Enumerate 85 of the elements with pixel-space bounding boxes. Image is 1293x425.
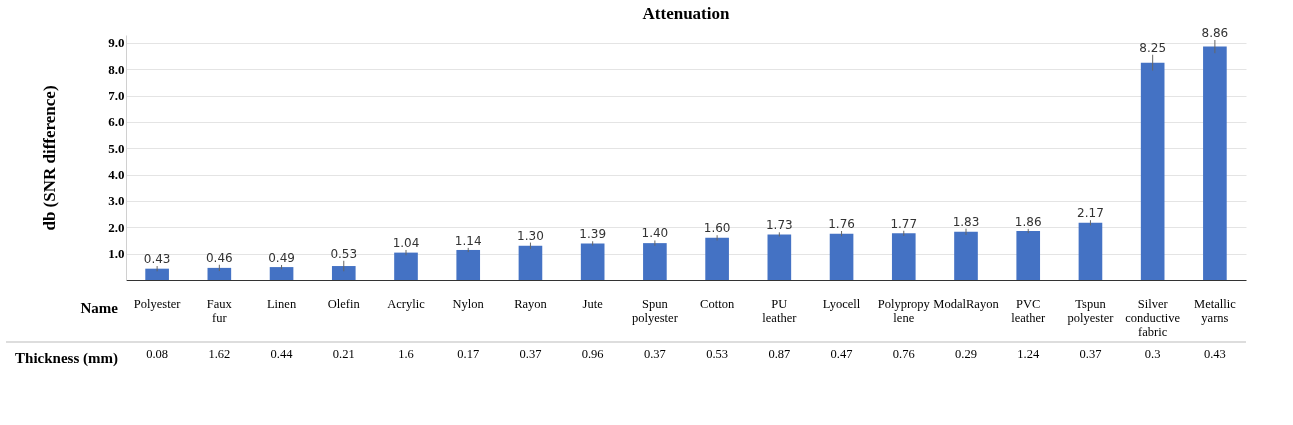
- text: 0.37: [519, 347, 542, 361]
- data-label: 1.86: [1014, 214, 1042, 229]
- y-tick-label: 6.0: [108, 114, 125, 130]
- text: 0.96: [581, 347, 604, 361]
- text: 0.87: [768, 347, 791, 361]
- y-tick-label: 1.0: [108, 246, 125, 262]
- text: 0.29: [955, 347, 977, 361]
- text: 0.21: [332, 347, 355, 361]
- text: 0.44: [270, 347, 294, 361]
- data-label: 1.73: [765, 218, 793, 233]
- bar: [767, 234, 792, 280]
- text: 1.24: [1017, 347, 1040, 361]
- bar: [1016, 231, 1041, 280]
- bar: [1078, 222, 1103, 280]
- text: 1.6: [398, 347, 414, 361]
- data-label: 0.49: [268, 250, 295, 265]
- data-label: 2.17: [1077, 206, 1104, 221]
- x-tick-label: Jute: [582, 297, 604, 311]
- bar: [518, 245, 543, 280]
- y-tick-label: 7.0: [108, 88, 125, 104]
- data-label: 1.04: [392, 235, 420, 250]
- y-tick-label: 2.0: [108, 219, 125, 235]
- y-tick-label: 9.0: [108, 35, 125, 51]
- x-tick-label: Rayon: [514, 297, 548, 311]
- data-label: 1.77: [890, 216, 918, 231]
- y-tick-label: 4.0: [108, 167, 125, 183]
- x-tick-label: Spun polyester: [631, 297, 679, 325]
- y-tick-label: 8.0: [108, 61, 125, 77]
- bar: [456, 249, 481, 280]
- x-tick-label: Silver conductive fabric: [1125, 297, 1181, 339]
- bar: [394, 252, 418, 280]
- x-tick-label: Linen: [266, 297, 297, 311]
- data-label: 1.30: [517, 228, 544, 243]
- y-tick-label: 5.0: [108, 140, 125, 156]
- y-axis-title: db (SNR difference): [39, 85, 59, 231]
- x-tick-label: Polypropylene: [877, 297, 931, 325]
- bar: [145, 268, 169, 280]
- bar: [331, 266, 356, 280]
- bar: [829, 233, 854, 280]
- bar: [207, 267, 232, 280]
- x-tick-label: Olefin: [327, 297, 361, 311]
- data-label: 1.39: [579, 227, 607, 242]
- text: 0.3: [1144, 347, 1161, 361]
- data-label: 8.86: [1201, 26, 1229, 41]
- data-label: 1.60: [703, 221, 731, 236]
- x-tick-label: Metallic yarns: [1194, 297, 1237, 325]
- text: 1.62: [208, 347, 231, 361]
- bar: [269, 267, 294, 280]
- x-tick-label: Lyocell: [822, 297, 861, 311]
- bar: [1140, 62, 1165, 280]
- chart-title: Attenuation: [642, 4, 730, 24]
- text: 0.47: [830, 347, 853, 361]
- bar: [1203, 46, 1227, 280]
- x-tick-label: PVC leather: [1011, 297, 1047, 325]
- text: 0.37: [1079, 347, 1102, 361]
- data-label: 0.46: [205, 250, 233, 265]
- y-tick-label: 3.0: [108, 193, 125, 209]
- text: 0.17: [457, 347, 480, 361]
- x-tick-label: Tspun polyester: [1067, 297, 1115, 325]
- x-tick-label: Faux fur: [206, 297, 233, 325]
- x-tick-label: Acrylic: [387, 297, 426, 311]
- text: Thickness (mm): [15, 350, 118, 367]
- data-label: 1.14: [454, 233, 482, 248]
- x-tick-label: ModalRayon: [933, 297, 1000, 311]
- bar: [891, 233, 916, 280]
- data-label: 0.53: [330, 246, 358, 261]
- data-label: 0.43: [143, 252, 171, 267]
- x-tick-label: PU leather: [762, 297, 798, 325]
- text: 0.43: [1203, 347, 1226, 361]
- data-label: 1.40: [641, 226, 669, 241]
- data-label: 1.76: [828, 217, 855, 231]
- text: 0.08: [146, 347, 169, 361]
- text: Name: [80, 300, 119, 316]
- x-tick-label: Nylon: [452, 297, 485, 311]
- text: 0.37: [643, 347, 666, 361]
- data-label: 1.83: [952, 214, 980, 229]
- text: 0.76: [892, 347, 915, 361]
- data-label: 8.25: [1139, 40, 1167, 55]
- bar: [705, 237, 729, 280]
- x-tick-label: Cotton: [700, 297, 735, 311]
- bar: [954, 231, 978, 280]
- bar: [580, 243, 605, 280]
- x-tick-label: Polyester: [133, 297, 182, 311]
- text: 0.53: [706, 347, 729, 361]
- bar: [643, 243, 667, 280]
